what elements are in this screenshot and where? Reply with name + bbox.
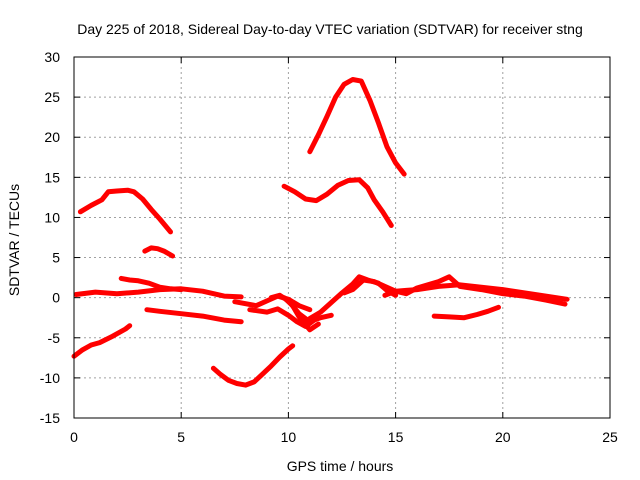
series-line-arc-2 [142,245,176,259]
series-line-arc-3 [71,323,133,359]
y-tick-label: -5 [48,330,61,346]
series-line-arc-1 [77,187,173,235]
series-line-arc-7 [210,343,296,388]
x-tick-label: 15 [388,429,404,445]
y-tick-label: 5 [52,250,60,266]
y-tick-label: 25 [44,89,60,105]
x-tick-label: 0 [70,429,78,445]
y-tick-label: -15 [40,410,60,426]
series-line-arc-11 [281,295,321,333]
series-line-arc-5 [118,275,184,293]
y-tick-label: 15 [44,169,60,185]
series-line-arc-14 [382,274,568,307]
grid-lines [74,57,610,418]
series-line-arc-6 [144,307,244,325]
x-tick-label: 25 [602,429,618,445]
x-axis-label: GPS time / hours [287,458,394,474]
x-tick-label: 10 [281,429,297,445]
y-tick-label: 0 [52,290,60,306]
y-tick-label: 20 [44,129,60,145]
chart-title: Day 225 of 2018, Sidereal Day-to-day VTE… [77,21,583,37]
series-line-arc-15 [431,304,501,321]
y-axis-label: SDTVAR / TECUs [6,184,22,296]
data-series [71,77,570,388]
axis-ticks: 0 5 10 15 20 25 -15 -10 -5 0 5 10 15 20 25 30 [40,49,618,445]
x-tick-label: 20 [495,429,511,445]
series-line-arc-16 [281,177,394,228]
series-line-arc-4 [73,286,244,300]
y-tick-label: 10 [44,209,60,225]
plot-frame [73,56,611,419]
y-tick-label: 30 [44,49,60,65]
x-tick-label: 5 [177,429,185,445]
series-line-arc-17 [307,77,407,177]
y-tick-label: -10 [40,370,60,386]
